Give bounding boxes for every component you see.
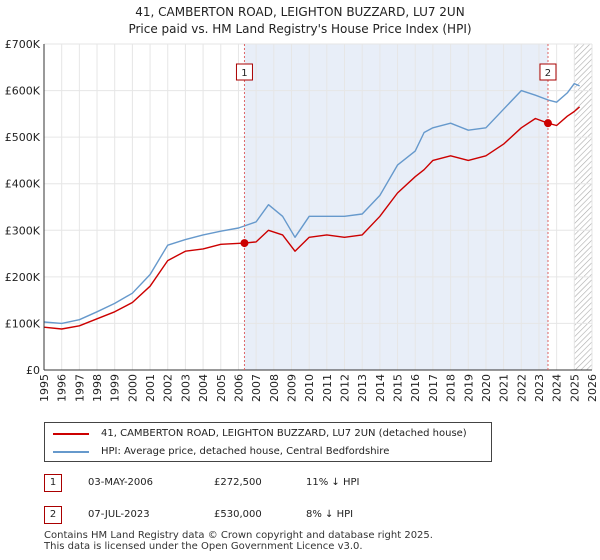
x-tick-label: 2004 [197, 374, 210, 402]
x-tick-label: 2025 [568, 374, 581, 402]
x-tick-label: 1998 [91, 374, 104, 402]
x-tick-label: 2013 [356, 374, 369, 402]
sale-label-number: 2 [545, 68, 551, 79]
x-tick-label: 2018 [445, 374, 458, 402]
footer-attribution: Contains HM Land Registry data © Crown c… [44, 530, 433, 552]
x-tick-label: 2000 [126, 374, 139, 402]
x-tick-label: 2022 [515, 374, 528, 402]
x-tick-label: 2010 [303, 374, 316, 402]
footer-line-1: Contains HM Land Registry data © Crown c… [44, 530, 433, 541]
ownership-period-shade [244, 44, 548, 370]
x-tick-label: 1997 [73, 374, 86, 402]
x-tick-label: 1999 [109, 374, 122, 402]
sale-label-box [235, 63, 253, 81]
x-tick-label: 1996 [56, 374, 69, 402]
y-tick-label: £200K [5, 271, 41, 284]
x-tick-label: 2015 [392, 374, 405, 402]
sale-point [240, 239, 249, 248]
legend-label-hpi: HPI: Average price, detached house, Cent… [101, 446, 390, 457]
y-tick-label: £500K [5, 131, 41, 144]
legend-swatch-hpi [53, 451, 89, 453]
future-hatch-area [574, 44, 592, 370]
y-tick-label: £400K [5, 178, 41, 191]
x-tick-label: 2003 [179, 374, 192, 402]
x-tick-label: 2019 [462, 374, 475, 402]
sale-price: £272,500 [214, 477, 262, 488]
legend-label-property: 41, CAMBERTON ROAD, LEIGHTON BUZZARD, LU… [101, 428, 467, 439]
x-tick-label: 2021 [498, 374, 511, 402]
hpi-series-line [43, 82, 580, 325]
sale-date: 03-MAY-2006 [88, 477, 154, 488]
y-tick-label: £0 [26, 364, 40, 377]
x-tick-label: 2012 [339, 374, 352, 402]
y-tick-label: £100K [5, 317, 41, 330]
x-tick-label: 2026 [586, 374, 599, 402]
x-tick-label: 2007 [250, 374, 263, 402]
x-tick-label: 2001 [144, 374, 157, 402]
sale-marker-badge: 2 [44, 506, 62, 524]
x-tick-label: 2011 [321, 374, 334, 402]
x-tick-label: 2006 [232, 374, 245, 402]
sale-point [543, 119, 552, 128]
property-series-line [43, 106, 581, 330]
y-tick-label: £600K [5, 85, 41, 98]
chart-legend: 41, CAMBERTON ROAD, LEIGHTON BUZZARD, LU… [44, 422, 492, 462]
sale-price: £530,000 [214, 509, 262, 520]
x-tick-label: 1995 [38, 374, 51, 402]
chart-title: 41, CAMBERTON ROAD, LEIGHTON BUZZARD, LU… [135, 5, 465, 19]
y-tick-label: £300K [5, 224, 41, 237]
x-tick-label: 2014 [374, 374, 387, 402]
sale-label-box [539, 63, 557, 81]
x-tick-label: 2020 [480, 374, 493, 402]
y-tick-label: £700K [5, 38, 41, 51]
sale-hpi-diff: 11% ↓ HPI [306, 477, 360, 488]
footer-line-2: This data is licensed under the Open Gov… [44, 541, 363, 552]
x-tick-label: 2009 [285, 374, 298, 402]
sale-hpi-diff: 8% ↓ HPI [306, 509, 354, 520]
price-chart: 1995 1996 1997 1998 1999 2000 2001 2002 2003 2004… [5, 38, 599, 402]
sale-date: 07-JUL-2023 [88, 509, 150, 520]
chart-subtitle: Price paid vs. HM Land Registry's House … [128, 22, 472, 36]
x-tick-label: 2016 [409, 374, 422, 402]
x-tick-label: 2024 [551, 374, 564, 402]
legend-swatch-property [53, 433, 89, 435]
sale-label-number: 1 [241, 68, 247, 79]
x-tick-label: 2017 [427, 374, 440, 402]
x-tick-label: 2023 [533, 374, 546, 402]
sale-marker-badge: 1 [44, 474, 62, 492]
x-tick-label: 2008 [268, 374, 281, 402]
x-tick-label: 2002 [162, 374, 175, 402]
x-tick-label: 2005 [215, 374, 228, 402]
